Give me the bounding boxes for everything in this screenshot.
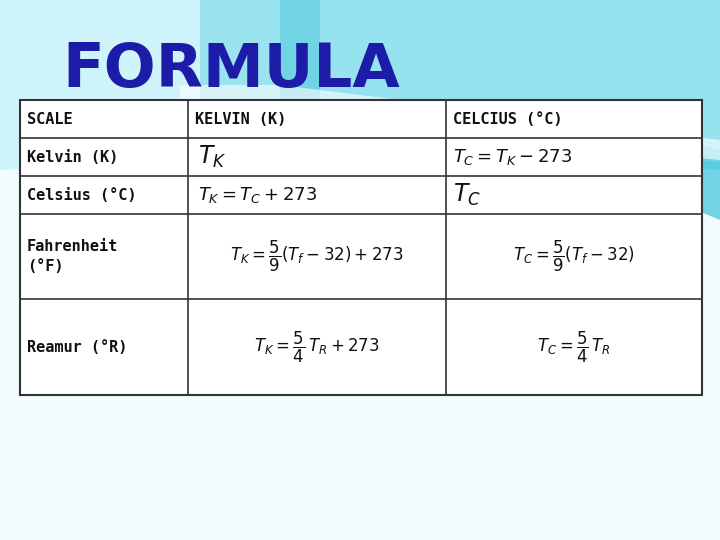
Text: Fahrenheit
(°F): Fahrenheit (°F) xyxy=(27,239,118,274)
Text: $T_C = \dfrac{5}{9}\left(T_f - 32\right)$: $T_C = \dfrac{5}{9}\left(T_f - 32\right)… xyxy=(513,239,635,274)
Polygon shape xyxy=(320,0,720,150)
Text: $T_C = \dfrac{5}{4}\,T_R$: $T_C = \dfrac{5}{4}\,T_R$ xyxy=(537,329,611,364)
Polygon shape xyxy=(160,107,720,170)
Text: Reamur (°R): Reamur (°R) xyxy=(27,340,127,354)
Text: $T_C = T_K - 273$: $T_C = T_K - 273$ xyxy=(453,147,572,167)
Text: Celsius (°C): Celsius (°C) xyxy=(27,187,137,202)
Polygon shape xyxy=(0,0,280,190)
Text: $T_K$: $T_K$ xyxy=(198,144,226,170)
Text: $T_C$: $T_C$ xyxy=(453,182,481,208)
Polygon shape xyxy=(180,85,720,160)
Text: $T_K = T_C + 273$: $T_K = T_C + 273$ xyxy=(198,185,317,205)
Bar xyxy=(20,100,702,395)
Text: FORMULA: FORMULA xyxy=(62,40,400,99)
Text: Kelvin (K): Kelvin (K) xyxy=(27,150,118,165)
Text: CELCIUS (°C): CELCIUS (°C) xyxy=(453,111,562,126)
Text: KELVIN (K): KELVIN (K) xyxy=(195,111,287,126)
Text: SCALE: SCALE xyxy=(27,111,73,126)
Polygon shape xyxy=(200,0,720,220)
Text: $T_K = \dfrac{5}{9}\left(T_f - 32\right) + 273$: $T_K = \dfrac{5}{9}\left(T_f - 32\right)… xyxy=(230,239,404,274)
Text: $T_K = \dfrac{5}{4}\,T_R + 273$: $T_K = \dfrac{5}{4}\,T_R + 273$ xyxy=(254,329,380,364)
